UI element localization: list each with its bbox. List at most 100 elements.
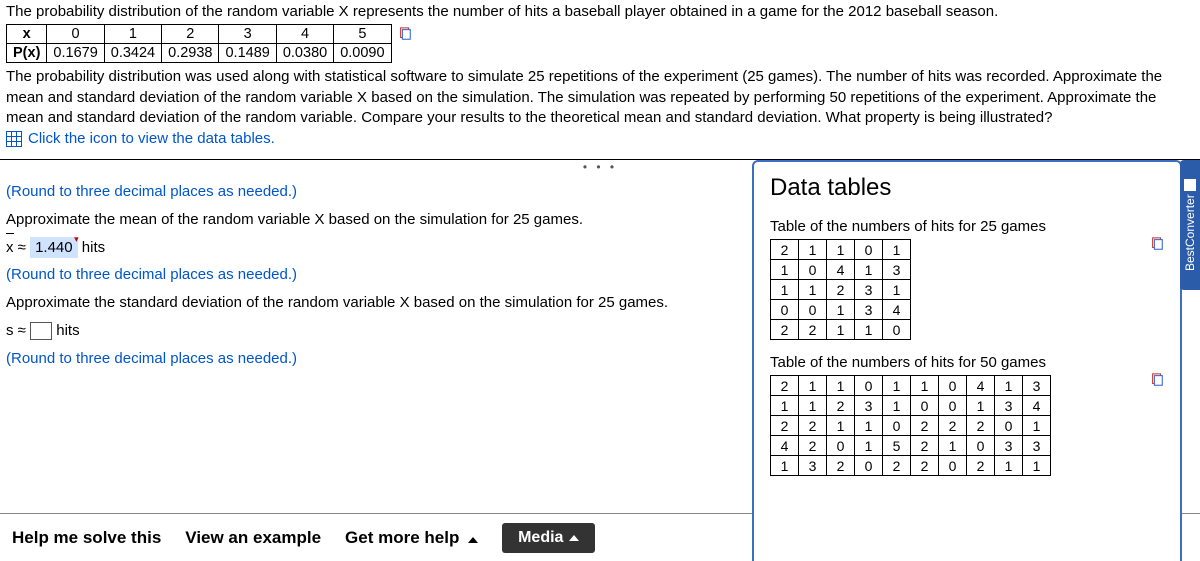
chevron-up-icon	[468, 537, 478, 543]
grid-cell: 2	[883, 456, 911, 476]
xbar-units: hits	[82, 239, 105, 256]
grid-cell: 3	[799, 456, 827, 476]
grid-cell: 1	[911, 376, 939, 396]
grid-cell: 2	[939, 416, 967, 436]
grid-cell: 4	[1023, 396, 1051, 416]
grid-cell: 1	[855, 416, 883, 436]
grid-cell: 0	[771, 300, 799, 320]
grid-cell: 0	[855, 240, 883, 260]
grid-cell: 0	[939, 396, 967, 416]
grid-cell: 4	[827, 260, 855, 280]
grid-cell: 2	[771, 376, 799, 396]
grid-cell: 0	[995, 416, 1023, 436]
data-tables-popup: Data tables Table of the numbers of hits…	[752, 160, 1182, 561]
grid-cell: 2	[911, 416, 939, 436]
grid-cell: 0	[939, 456, 967, 476]
ptable-cell: 0.0090	[334, 44, 391, 63]
grid-cell: 2	[771, 240, 799, 260]
view-example-button[interactable]: View an example	[185, 528, 321, 548]
grid-cell: 1	[995, 456, 1023, 476]
grid-cell: 1	[855, 436, 883, 456]
grid-cell: 2	[911, 436, 939, 456]
grid-cell: 0	[911, 396, 939, 416]
ptable-x-row: x 0 1 2 3 4 5	[7, 25, 419, 44]
popup-title: Data tables	[770, 174, 1164, 202]
grid-cell: 0	[939, 376, 967, 396]
grid-cell: 1	[799, 376, 827, 396]
ptable-cell: 0.1679	[47, 44, 104, 63]
grid-cell: 1	[1023, 416, 1051, 436]
grid-cell: 3	[855, 280, 883, 300]
grid-cell: 0	[967, 436, 995, 456]
grid-cell: 0	[799, 260, 827, 280]
grid-cell: 1	[827, 376, 855, 396]
s-label: s ≈	[6, 322, 26, 339]
bestconverter-tab[interactable]: BestConverter	[1180, 160, 1200, 290]
copy-icon[interactable]	[398, 27, 412, 41]
ptable-cell: 0.1489	[219, 44, 276, 63]
ptable-cell: 0.0380	[276, 44, 333, 63]
media-button[interactable]: Media	[502, 523, 595, 553]
problem-line-1: The probability distribution of the rand…	[0, 0, 1200, 22]
grid-cell: 3	[1023, 436, 1051, 456]
ptable-cell: 2	[162, 25, 219, 44]
problem-line-2: The probability distribution was used al…	[0, 65, 1200, 128]
grid-cell: 3	[883, 260, 911, 280]
grid-cell: 2	[967, 416, 995, 436]
grid-cell: 2	[771, 320, 799, 340]
grid-cell: 4	[967, 376, 995, 396]
ptable-px-header: P(x)	[7, 44, 47, 63]
grid-cell: 5	[883, 436, 911, 456]
s-input[interactable]	[30, 322, 52, 340]
grid-cell: 1	[827, 300, 855, 320]
grid-cell: 1	[1023, 456, 1051, 476]
caption-50: Table of the numbers of hits for 50 game…	[770, 354, 1164, 371]
ptable-cell: 0	[47, 25, 104, 44]
get-more-help-button[interactable]: Get more help	[345, 528, 478, 548]
copy-icon[interactable]	[1150, 237, 1164, 251]
grid-cell: 1	[771, 456, 799, 476]
grid-cell: 2	[911, 456, 939, 476]
grid-cell: 3	[995, 436, 1023, 456]
grid-cell: 4	[771, 436, 799, 456]
xbar-label: x ≈	[6, 234, 26, 262]
chevron-up-icon	[569, 535, 579, 541]
grid-50: 2110110413112310013422110222014201521033…	[770, 375, 1051, 476]
copy-icon[interactable]	[1150, 373, 1164, 387]
grid-cell: 1	[883, 240, 911, 260]
ptable-cell: 5	[334, 25, 391, 44]
grid-cell: 2	[827, 396, 855, 416]
grid-cell: 0	[883, 416, 911, 436]
probability-table: x 0 1 2 3 4 5 P(x) 0.1679 0.3424 0.2938 …	[6, 24, 419, 63]
grid-cell: 0	[855, 376, 883, 396]
s-units: hits	[56, 322, 79, 339]
ptable-px-row: P(x) 0.1679 0.3424 0.2938 0.1489 0.0380 …	[7, 44, 419, 63]
grid-cell: 2	[799, 436, 827, 456]
grid-cell: 0	[799, 300, 827, 320]
grid-cell: 1	[883, 396, 911, 416]
grid-cell: 1	[855, 320, 883, 340]
grid-cell: 1	[827, 240, 855, 260]
ptable-cell: 1	[104, 25, 161, 44]
help-me-button[interactable]: Help me solve this	[12, 528, 161, 548]
grid-cell: 1	[771, 280, 799, 300]
grid-cell: 2	[827, 280, 855, 300]
grid-cell: 1	[883, 280, 911, 300]
grid-cell: 1	[827, 320, 855, 340]
grid-cell: 3	[1023, 376, 1051, 396]
caret-icon: ▾	[74, 231, 79, 248]
xbar-input[interactable]: 1.440▾	[30, 237, 78, 258]
ptable-cell: 4	[276, 25, 333, 44]
grid-cell: 1	[799, 280, 827, 300]
grid-cell: 3	[995, 396, 1023, 416]
grid-cell: 1	[967, 396, 995, 416]
view-tables-link[interactable]: Click the icon to view the data tables.	[0, 128, 1200, 149]
square-icon	[1184, 179, 1196, 191]
grid-cell: 1	[939, 436, 967, 456]
grid-cell: 0	[883, 320, 911, 340]
caption-25: Table of the numbers of hits for 25 game…	[770, 218, 1164, 235]
grid-cell: 0	[827, 436, 855, 456]
grid-cell: 1	[799, 240, 827, 260]
grid-cell: 1	[799, 396, 827, 416]
data-table-icon	[6, 131, 22, 147]
